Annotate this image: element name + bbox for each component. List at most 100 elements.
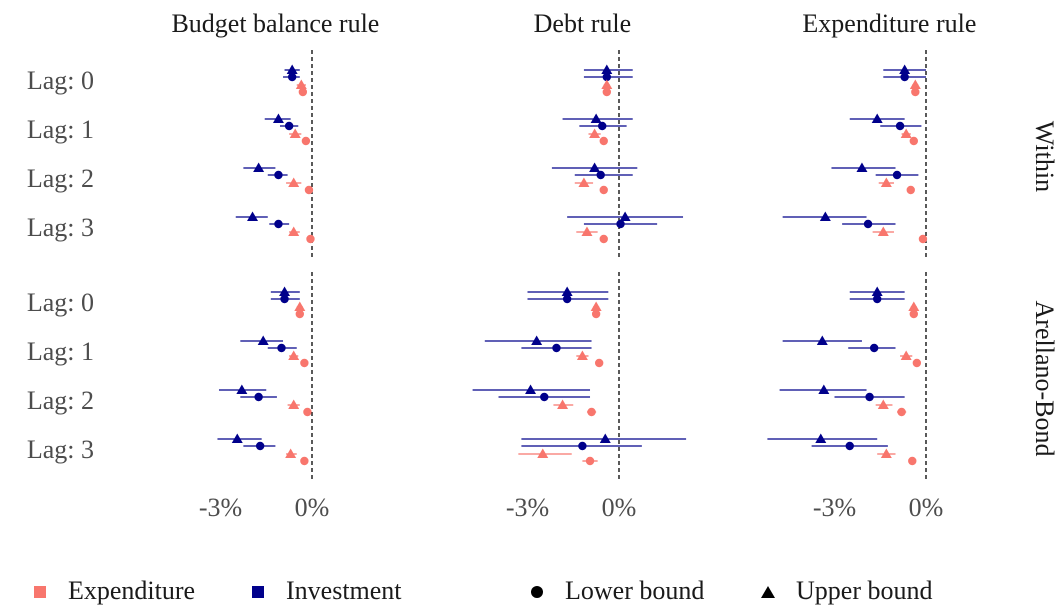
point bbox=[599, 433, 611, 443]
point bbox=[873, 294, 882, 304]
point bbox=[274, 219, 283, 229]
point bbox=[295, 309, 304, 319]
point bbox=[236, 384, 248, 394]
point bbox=[819, 211, 831, 221]
point bbox=[289, 128, 301, 138]
point bbox=[918, 234, 928, 244]
point bbox=[280, 294, 289, 304]
point bbox=[598, 121, 607, 131]
point bbox=[912, 358, 922, 368]
point bbox=[816, 335, 828, 345]
point bbox=[561, 286, 573, 296]
x-tick-label: -3% bbox=[506, 493, 549, 522]
point bbox=[856, 162, 868, 172]
y-tick-label: Lag: 2 bbox=[27, 164, 94, 193]
point bbox=[578, 177, 590, 187]
point bbox=[602, 87, 611, 97]
point bbox=[304, 185, 314, 195]
y-tick-label: Lag: 3 bbox=[27, 435, 94, 464]
point bbox=[285, 448, 297, 458]
point bbox=[909, 79, 921, 89]
point bbox=[911, 87, 920, 97]
point bbox=[298, 87, 308, 97]
point bbox=[845, 441, 854, 451]
legend-label: Expenditure bbox=[68, 576, 195, 605]
point bbox=[288, 226, 300, 236]
point bbox=[895, 121, 905, 131]
y-tick-label: Lag: 3 bbox=[27, 213, 94, 242]
point bbox=[591, 309, 601, 319]
legend-swatch bbox=[34, 586, 46, 598]
point bbox=[552, 343, 561, 353]
y-tick-label: Lag: 2 bbox=[27, 386, 94, 415]
point bbox=[581, 226, 593, 236]
point bbox=[590, 113, 602, 123]
point bbox=[231, 433, 243, 443]
point bbox=[599, 234, 608, 244]
point bbox=[537, 448, 549, 458]
column-title: Expenditure rule bbox=[802, 9, 976, 38]
point bbox=[589, 128, 601, 138]
point bbox=[869, 343, 879, 353]
point bbox=[562, 294, 572, 304]
point bbox=[900, 72, 909, 82]
point bbox=[596, 170, 605, 180]
point bbox=[257, 335, 269, 345]
legend-label: Lower bound bbox=[565, 576, 704, 605]
point bbox=[908, 301, 920, 311]
point bbox=[880, 177, 892, 187]
point bbox=[288, 399, 300, 409]
row-strip-label: Arellano-Bond bbox=[1030, 301, 1057, 457]
point bbox=[818, 384, 830, 394]
point bbox=[601, 79, 613, 89]
point bbox=[897, 407, 906, 417]
point bbox=[892, 170, 902, 180]
point bbox=[557, 399, 569, 409]
point bbox=[288, 177, 300, 187]
y-tick-label: Lag: 0 bbox=[27, 288, 94, 317]
column-title: Debt rule bbox=[534, 9, 631, 38]
column-title: Budget balance rule bbox=[171, 9, 379, 38]
point bbox=[295, 79, 307, 89]
point bbox=[616, 219, 625, 229]
point bbox=[255, 441, 265, 451]
point bbox=[279, 286, 291, 296]
point bbox=[578, 441, 587, 451]
x-tick-label: 0% bbox=[909, 493, 944, 522]
x-tick-label: 0% bbox=[295, 493, 330, 522]
point bbox=[871, 113, 883, 123]
point bbox=[288, 350, 300, 360]
point bbox=[576, 350, 588, 360]
y-tick-label: Lag: 1 bbox=[27, 115, 94, 144]
point bbox=[301, 136, 311, 146]
point bbox=[540, 392, 549, 402]
point bbox=[589, 162, 601, 172]
point bbox=[294, 301, 306, 311]
point bbox=[531, 335, 543, 345]
legend-label: Upper bound bbox=[796, 576, 932, 605]
point bbox=[865, 392, 874, 402]
point bbox=[286, 64, 298, 74]
legend-swatch bbox=[761, 586, 775, 598]
point bbox=[619, 211, 631, 221]
point bbox=[284, 121, 294, 131]
point bbox=[306, 234, 315, 244]
point bbox=[254, 392, 263, 402]
legend-swatch bbox=[252, 586, 264, 598]
point bbox=[909, 136, 918, 146]
point bbox=[594, 358, 604, 368]
point bbox=[909, 309, 918, 319]
x-tick-label: -3% bbox=[813, 493, 856, 522]
point bbox=[525, 384, 537, 394]
point bbox=[899, 64, 911, 74]
row-strip-label: Within bbox=[1030, 121, 1057, 192]
point bbox=[877, 399, 889, 409]
point bbox=[880, 448, 892, 458]
point bbox=[300, 358, 309, 368]
point bbox=[590, 301, 602, 311]
point bbox=[871, 286, 883, 296]
point bbox=[900, 350, 912, 360]
point bbox=[253, 162, 265, 172]
point bbox=[877, 226, 889, 236]
legend-swatch bbox=[531, 586, 543, 598]
